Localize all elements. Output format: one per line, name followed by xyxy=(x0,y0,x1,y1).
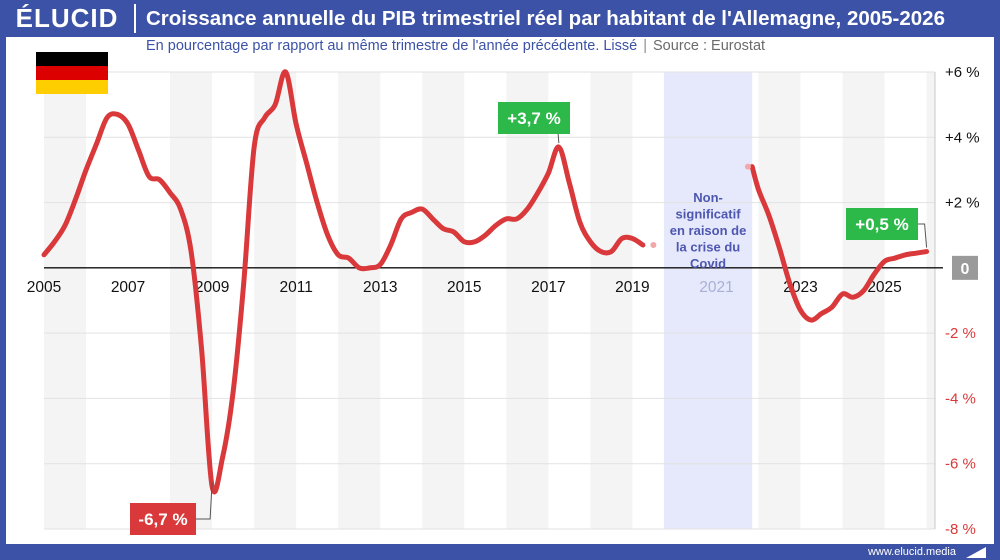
chart-subtitle: En pourcentage par rapport au même trime… xyxy=(146,38,765,54)
elucid-mark-icon xyxy=(966,547,986,558)
subtitle-text: En pourcentage par rapport au même trime… xyxy=(146,38,638,54)
source-text: Source : Eurostat xyxy=(653,38,766,54)
zero-label: 0 xyxy=(961,261,970,278)
year-band xyxy=(506,72,549,529)
annotation-box xyxy=(498,102,570,134)
x-tick-label: 2009 xyxy=(195,279,229,296)
x-tick-label: 2015 xyxy=(447,279,481,296)
series-line xyxy=(41,69,646,495)
annotation-box xyxy=(846,208,918,240)
y-tick-label: +4 % xyxy=(945,129,980,146)
y-tick-label: -8 % xyxy=(945,521,976,538)
x-tick-label: 2007 xyxy=(111,279,145,296)
x-tick-label: 2013 xyxy=(363,279,397,296)
year-band xyxy=(842,72,885,529)
annotation-box xyxy=(130,503,196,535)
year-band xyxy=(254,72,297,529)
x-tick-label: 2017 xyxy=(531,279,565,296)
covid-note-line: Non- xyxy=(693,190,723,205)
annotation-label: +0,5 % xyxy=(855,215,908,234)
logo-separator xyxy=(134,4,136,33)
covid-note-line: la crise du xyxy=(676,240,740,255)
annotation-leader xyxy=(196,482,213,520)
x-tick-label: 2005 xyxy=(27,279,61,296)
flag-stripe-gold xyxy=(36,80,108,94)
annotation-leader xyxy=(918,223,928,248)
covid-note-line: en raison de xyxy=(670,223,747,238)
year-band xyxy=(170,72,213,529)
covid-note-line: Covid xyxy=(690,256,726,271)
annotation-label: +3,7 % xyxy=(507,109,560,128)
y-tick-label: -6 % xyxy=(945,456,976,473)
elucid-logo[interactable]: ÉLUCID xyxy=(0,0,134,37)
germany-flag-icon xyxy=(36,52,108,94)
subtitle-separator: | xyxy=(643,38,648,54)
series-fade-dot xyxy=(650,242,657,249)
chart-title: Croissance annuelle du PIB trimestriel r… xyxy=(146,7,945,30)
series-line xyxy=(749,164,930,323)
year-band xyxy=(338,72,381,529)
y-tick-label: -4 % xyxy=(945,390,976,407)
footer-url[interactable]: www.elucid.media xyxy=(867,546,956,558)
x-tick-label: 2025 xyxy=(867,279,901,296)
x-tick-label: 2019 xyxy=(615,279,649,296)
year-band xyxy=(926,72,935,529)
y-tick-label: +2 % xyxy=(945,195,980,212)
covid-note-line: significatif xyxy=(676,207,742,222)
year-band xyxy=(590,72,633,529)
year-band xyxy=(44,72,87,529)
flag-stripe-red xyxy=(36,66,108,80)
header-bar xyxy=(0,0,1000,37)
series-fade-dot xyxy=(744,163,751,170)
footer-bar xyxy=(0,544,1000,560)
y-tick-label: -2 % xyxy=(945,325,976,342)
annotation-label: -6,7 % xyxy=(138,510,187,529)
flag-stripe-black xyxy=(36,52,108,66)
y-tick-label: +6 % xyxy=(945,64,980,81)
x-tick-label: 2011 xyxy=(279,279,312,296)
year-band xyxy=(422,72,465,529)
covid-band xyxy=(663,72,753,529)
x-tick-label: 2021 xyxy=(699,279,733,296)
zero-label-box xyxy=(952,255,978,280)
